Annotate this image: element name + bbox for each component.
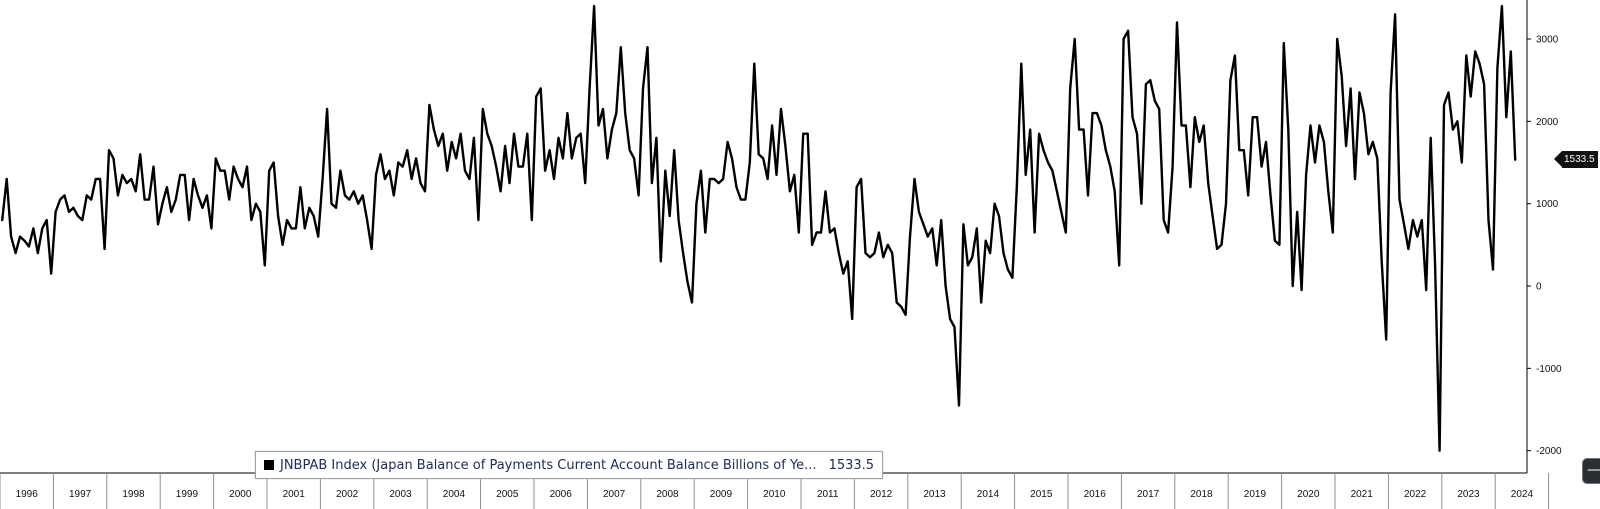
legend-swatch [264,460,274,470]
x-tick-label: 2018 [1190,489,1213,500]
x-tick-label: 1998 [122,489,145,500]
x-tick-label: 2008 [656,489,679,500]
series-line [1,4,1517,452]
x-axis: 1996 1997 1998 1999 2000 2001 2002 2003 2004 2005… [0,472,1550,509]
legend-series-label: JNBPAB Index (Japan Balance of Payments … [280,457,817,473]
x-tick-label: 2004 [443,489,466,500]
last-value-tag: 1533.5 [1554,151,1598,169]
x-tick-label: 2013 [923,489,946,500]
x-tick-label: 2001 [283,489,306,500]
x-tick-label: 2021 [1351,489,1374,500]
x-tick-label: 2023 [1457,489,1480,500]
x-tick-label: 2014 [977,489,1000,500]
minimize-icon[interactable]: — [1582,458,1600,484]
x-tick-label: 1996 [16,489,39,500]
x-tick-label: 2020 [1297,489,1320,500]
x-tick-label: 2000 [229,489,252,500]
x-tick-label: 2005 [496,489,519,500]
y-tick-label: 3000 [1536,35,1559,46]
plot-area [1,4,1517,452]
x-tick-label: 2012 [870,489,893,500]
x-tick-label: 1997 [69,489,92,500]
x-tick-label: 2009 [710,489,733,500]
x-tick-label: 2010 [763,489,786,500]
y-tick-label: -2000 [1536,446,1562,457]
x-tick-label: 2011 [817,489,839,500]
x-tick-label: 2007 [603,489,626,500]
legend-last-value: 1533.5 [828,457,875,473]
y-tick-label: -1000 [1536,364,1562,375]
x-tick-label: 2016 [1084,489,1107,500]
x-tick-label: 2002 [336,489,359,500]
y-tick-label: 2000 [1536,117,1559,128]
y-axis: 3000 2000 1000 0 -1000 -2000 [1526,0,1562,473]
x-tick-label: 2003 [389,489,412,500]
x-tick-label: 2006 [550,489,573,500]
x-tick-label: 2015 [1030,489,1053,500]
x-tick-label: 2019 [1244,489,1267,500]
y-tick-label: 1000 [1536,199,1559,210]
x-tick-label: 2022 [1404,489,1427,500]
x-tick-label: 2017 [1137,489,1160,500]
legend[interactable]: JNBPAB Index (Japan Balance of Payments … [255,451,884,479]
x-tick-label: 2024 [1511,489,1534,500]
y-tick-label: 0 [1536,282,1542,293]
x-tick-label: 1999 [176,489,199,500]
